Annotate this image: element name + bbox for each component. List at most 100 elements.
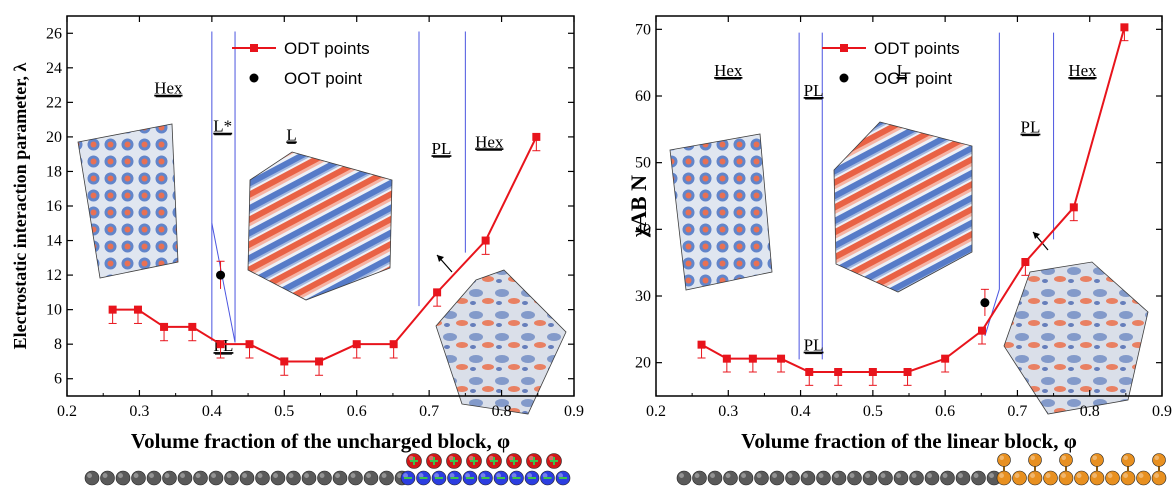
- y-tick-label: 8: [54, 336, 62, 353]
- bead-neutral: [146, 470, 162, 486]
- plus-sign-v: [473, 457, 475, 465]
- odt-point: [834, 368, 843, 376]
- bead-charged-highlight: [542, 473, 548, 478]
- bead-neutral-highlight: [180, 473, 185, 478]
- y-axis-title: χAB N: [626, 175, 651, 238]
- odt-point: [978, 326, 987, 335]
- bead-comb-backbone: [1136, 470, 1151, 486]
- bead-comb-backbone-highlight: [1014, 473, 1020, 478]
- bead-comb-side-highlight: [1092, 455, 1097, 460]
- left-chart: 0.2 0.3 0.4 0.5 0.6 0.7 0.8 0.9 6 8 10 12 14 16 18 20 22…: [10, 15, 584, 453]
- bead-comb-backbone: [1012, 470, 1027, 486]
- bead-neutral: [255, 470, 270, 486]
- bead-linear-highlight: [989, 473, 994, 478]
- perforated-lamellar-render: [1003, 261, 1149, 415]
- lamellar-structure-render: [247, 151, 393, 301]
- phase-label: Hex: [475, 132, 504, 151]
- bead-linear-highlight: [880, 473, 886, 478]
- bead-linear: [754, 470, 769, 486]
- bead-comb-backbone: [1027, 470, 1043, 486]
- odt-point: [722, 354, 731, 363]
- x-tick-label: 0.6: [347, 403, 367, 420]
- bead-counterion-highlight: [428, 455, 434, 461]
- bead-counterion-highlight: [508, 455, 514, 461]
- y-tick-label: 24: [46, 60, 62, 77]
- bead-neutral-highlight: [257, 473, 263, 478]
- minus-sign: [435, 477, 443, 479]
- x-tick-label: 0.8: [1080, 403, 1100, 420]
- bead-linear: [676, 470, 692, 486]
- bead-charged-highlight: [527, 473, 532, 478]
- bead-neutral: [317, 470, 332, 486]
- bead-comb-backbone-highlight: [1107, 473, 1113, 478]
- minus-sign: [528, 477, 536, 479]
- y-tick-label: 16: [46, 198, 62, 215]
- bead-counterion-highlight: [528, 455, 534, 461]
- bead-linear-highlight: [787, 473, 793, 478]
- bead-neutral-highlight: [319, 473, 325, 478]
- x-axis-title: Volume fraction of the uncharged block, …: [131, 429, 510, 453]
- y-tick-label: 40: [635, 221, 651, 238]
- plus-sign-v: [413, 457, 415, 465]
- bead-linear: [940, 470, 955, 486]
- bead-neutral: [286, 470, 301, 486]
- bead-comb-side-highlight: [1030, 455, 1035, 460]
- bead-comb-side: [1152, 453, 1166, 467]
- bead-neutral: [379, 470, 394, 486]
- minus-sign: [512, 477, 521, 479]
- minus-sign: [559, 477, 567, 479]
- plus-sign-v: [513, 457, 515, 465]
- odt-point: [481, 236, 490, 245]
- bead-linear: [769, 470, 785, 486]
- bead-linear: [707, 470, 723, 486]
- x-tick-label: 0.2: [646, 403, 666, 420]
- bead-linear-highlight: [679, 473, 684, 478]
- odt-point: [1021, 258, 1030, 266]
- bead-linear: [971, 470, 986, 486]
- bead-comb-backbone-highlight: [1030, 473, 1036, 478]
- oot-point: [216, 270, 226, 280]
- phase-label: PL: [1021, 118, 1041, 137]
- minus-sign: [481, 477, 490, 479]
- phase-label: Hex: [714, 61, 743, 80]
- bead-linear: [738, 470, 754, 486]
- bead-linear-highlight: [694, 473, 700, 478]
- y-tick-label: 26: [46, 25, 62, 42]
- bead-comb-backbone-highlight: [1045, 473, 1051, 478]
- phase-label: Hex: [1068, 61, 1097, 80]
- bead-neutral-highlight: [288, 473, 294, 478]
- odt-point: [280, 357, 289, 366]
- bead-neutral-highlight: [87, 473, 93, 478]
- bead-linear-highlight: [973, 473, 979, 478]
- bead-linear: [924, 470, 940, 486]
- hex-structure-render: [669, 133, 773, 291]
- y-tick-label: 10: [46, 302, 62, 319]
- x-tick-label: 0.7: [419, 403, 439, 420]
- y-tick-label: 70: [635, 21, 651, 38]
- phase-label: L*: [213, 117, 232, 136]
- bead-neutral-highlight: [397, 473, 402, 478]
- x-axis-title: Volume fraction of the linear block, φ: [741, 429, 1077, 453]
- phase-label: PL: [804, 336, 824, 355]
- odt-point: [903, 368, 912, 376]
- bead-charged-highlight: [434, 473, 439, 478]
- x-tick-label: 0.3: [718, 403, 738, 420]
- legend-oot-marker: [839, 73, 849, 83]
- right-chart: 0.2 0.3 0.4 0.5 0.6 0.7 0.8 0.9 20 30 40 50 60 70 Hex P…: [626, 15, 1172, 453]
- x-tick-label: 0.5: [863, 403, 883, 420]
- bead-comb-side: [1121, 453, 1135, 467]
- bead-linear-highlight: [834, 473, 839, 478]
- bead-neutral: [177, 470, 193, 486]
- x-tick-label: 0.4: [202, 403, 222, 420]
- phase-label: PL: [804, 81, 824, 100]
- legend-odt-marker: [250, 44, 258, 52]
- bead-comb-side-highlight: [1123, 455, 1128, 460]
- odt-point: [352, 340, 361, 349]
- plus-sign-v: [493, 457, 495, 465]
- bead-charged-highlight: [558, 473, 563, 478]
- bead-comb-backbone-highlight: [1061, 473, 1067, 478]
- bead-charged-highlight: [480, 473, 486, 478]
- bead-charged-highlight: [465, 473, 470, 478]
- legend-odt-marker: [840, 44, 848, 52]
